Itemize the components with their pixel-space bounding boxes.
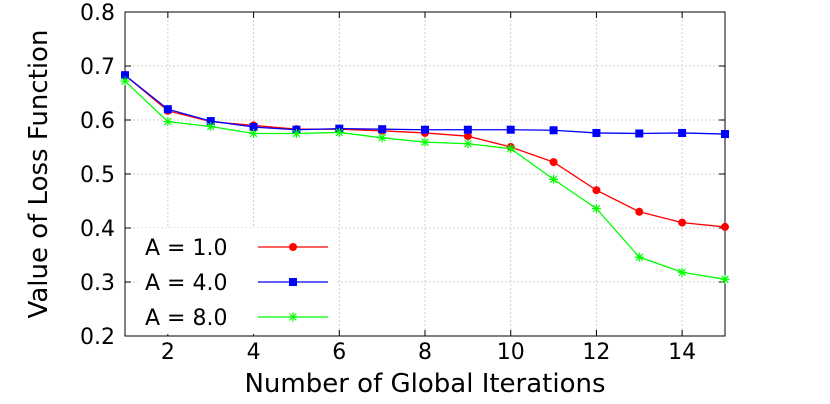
data-point — [592, 128, 601, 137]
star-stroke — [206, 122, 215, 131]
x-tick-label: 14 — [668, 340, 696, 365]
legend-entry: A = 8.0 — [145, 306, 328, 331]
star-stroke — [421, 138, 429, 146]
data-point — [463, 125, 472, 134]
y-tick-label: 0.6 — [80, 109, 115, 134]
star-stroke — [464, 139, 472, 148]
tick-layer: 2 4 6 8 10 12 14 0.2 0.3 0.4 0.5 0.6 0.7 0.8 — [80, 1, 725, 365]
series-group — [121, 71, 729, 231]
star-stroke — [721, 275, 729, 284]
data-point — [634, 252, 644, 262]
star-stroke — [164, 117, 172, 126]
legend: A = 1.0 A = 4.0 A = 8.0 — [138, 228, 336, 334]
star-stroke — [335, 128, 344, 137]
data-point — [721, 130, 729, 139]
data-point — [721, 222, 729, 231]
y-tick-label: 0.5 — [80, 163, 115, 188]
star-stroke — [635, 253, 644, 261]
legend-label: A = 4.0 — [145, 271, 227, 296]
data-point — [549, 158, 558, 167]
legend-marker — [289, 243, 297, 251]
legend-entry: A = 1.0 — [145, 236, 328, 261]
x-tick-label: 12 — [582, 340, 610, 365]
series-layer — [120, 71, 730, 284]
star-stroke — [292, 129, 301, 138]
star-stroke — [249, 129, 258, 138]
star-stroke — [289, 313, 297, 321]
data-point — [377, 133, 387, 143]
x-tick-label: 10 — [497, 340, 525, 365]
star-stroke — [549, 175, 558, 184]
legend-entry: A = 4.0 — [145, 271, 328, 296]
data-point — [678, 218, 687, 227]
series-group — [120, 76, 730, 284]
star-stroke — [678, 268, 686, 277]
data-point — [591, 204, 601, 214]
data-point — [291, 129, 301, 138]
data-point — [378, 125, 387, 134]
data-point — [592, 186, 601, 195]
data-point — [421, 125, 429, 134]
star-stroke — [121, 77, 129, 85]
data-point — [506, 125, 515, 134]
y-tick-label: 0.3 — [80, 271, 115, 296]
data-point — [463, 132, 472, 141]
legend-label: A = 1.0 — [145, 236, 227, 261]
data-point — [506, 144, 516, 154]
data-point — [120, 76, 130, 86]
legend-background — [138, 228, 336, 334]
star-stroke — [592, 204, 601, 213]
data-point — [720, 274, 730, 284]
y-tick-label: 0.7 — [80, 55, 115, 80]
x-axis-title: Number of Global Iterations — [244, 369, 605, 399]
data-point — [677, 267, 687, 277]
y-tick-label: 0.2 — [80, 325, 115, 350]
data-point — [249, 123, 258, 132]
data-point — [163, 105, 172, 114]
data-point — [334, 127, 344, 137]
star-stroke — [506, 144, 515, 153]
data-point — [121, 71, 129, 80]
data-point — [635, 207, 644, 216]
data-point — [678, 128, 687, 137]
data-point — [163, 117, 173, 127]
legend-label: A = 8.0 — [145, 306, 227, 331]
data-point — [206, 121, 216, 131]
data-point — [549, 126, 558, 135]
data-point — [206, 117, 215, 126]
data-point — [249, 129, 259, 138]
data-point — [420, 137, 430, 147]
x-tick-label: 8 — [418, 340, 432, 365]
x-tick-label: 2 — [161, 340, 175, 365]
data-point — [549, 174, 559, 184]
legend-marker — [288, 312, 298, 322]
y-tick-label: 0.8 — [80, 1, 115, 26]
legend-marker — [289, 278, 297, 286]
data-point — [635, 129, 644, 138]
star-stroke — [378, 134, 386, 142]
y-axis-title: Value of Loss Function — [24, 30, 54, 319]
x-tick-label: 4 — [247, 340, 261, 365]
x-tick-label: 6 — [332, 340, 346, 365]
data-point — [463, 139, 473, 149]
y-tick-label: 0.4 — [80, 217, 115, 242]
